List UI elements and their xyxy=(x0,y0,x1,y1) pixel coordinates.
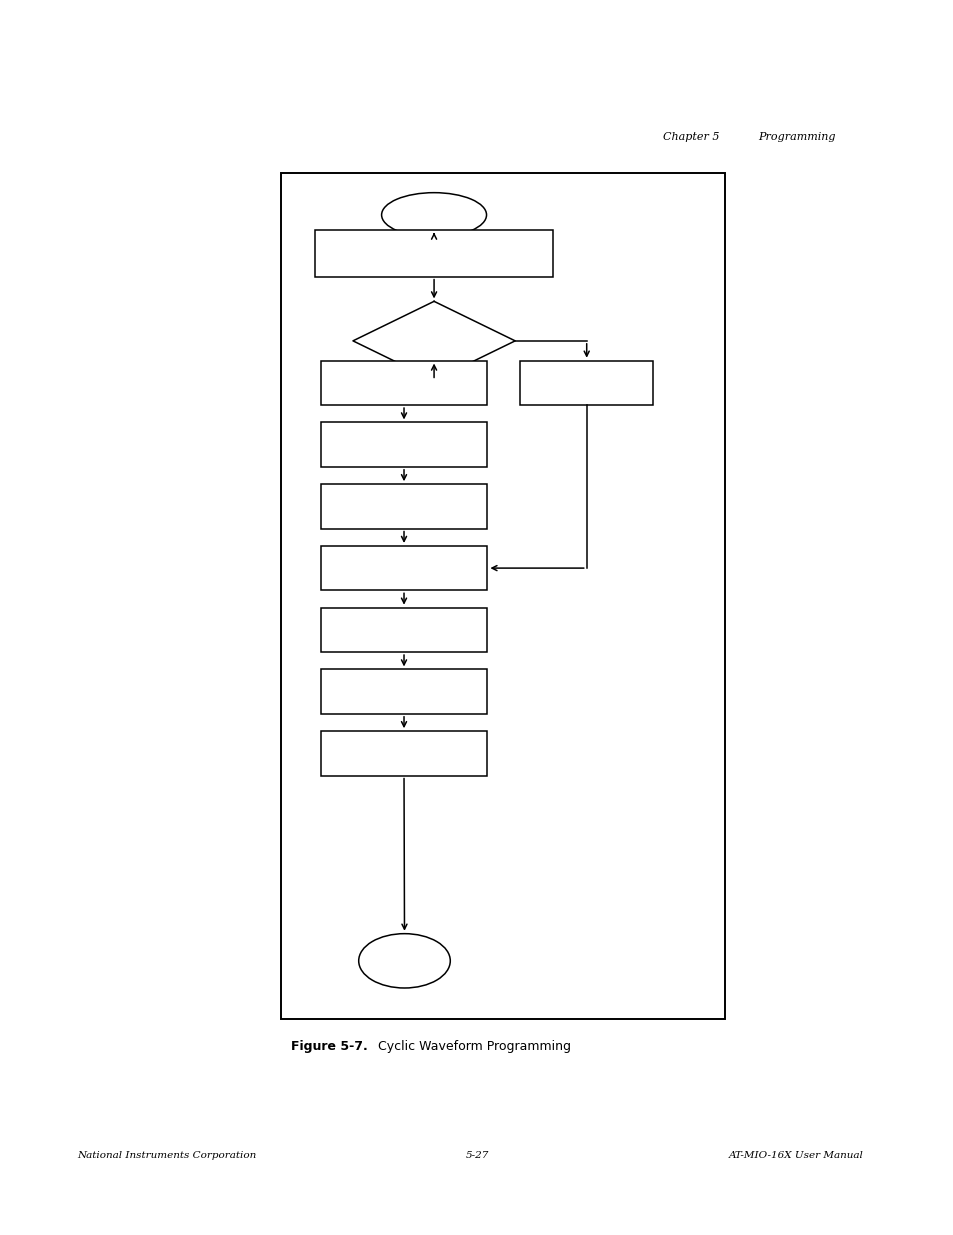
Bar xyxy=(320,484,487,529)
Text: AT-MIO-16X User Manual: AT-MIO-16X User Manual xyxy=(728,1151,863,1160)
Bar xyxy=(320,608,487,652)
Bar xyxy=(281,173,724,1019)
Text: Figure 5-7.: Figure 5-7. xyxy=(291,1040,367,1053)
Bar xyxy=(320,422,487,467)
Bar xyxy=(320,361,487,405)
Bar xyxy=(320,669,487,714)
Bar xyxy=(320,731,487,776)
Text: National Instruments Corporation: National Instruments Corporation xyxy=(77,1151,256,1160)
Polygon shape xyxy=(353,301,515,380)
Text: Programming: Programming xyxy=(758,132,835,142)
Bar xyxy=(519,361,653,405)
Bar xyxy=(314,230,553,277)
Text: 5-27: 5-27 xyxy=(465,1151,488,1160)
Bar xyxy=(320,546,487,590)
Ellipse shape xyxy=(358,934,450,988)
Text: Chapter 5: Chapter 5 xyxy=(662,132,719,142)
Ellipse shape xyxy=(381,193,486,237)
Text: Cyclic Waveform Programming: Cyclic Waveform Programming xyxy=(370,1040,571,1053)
